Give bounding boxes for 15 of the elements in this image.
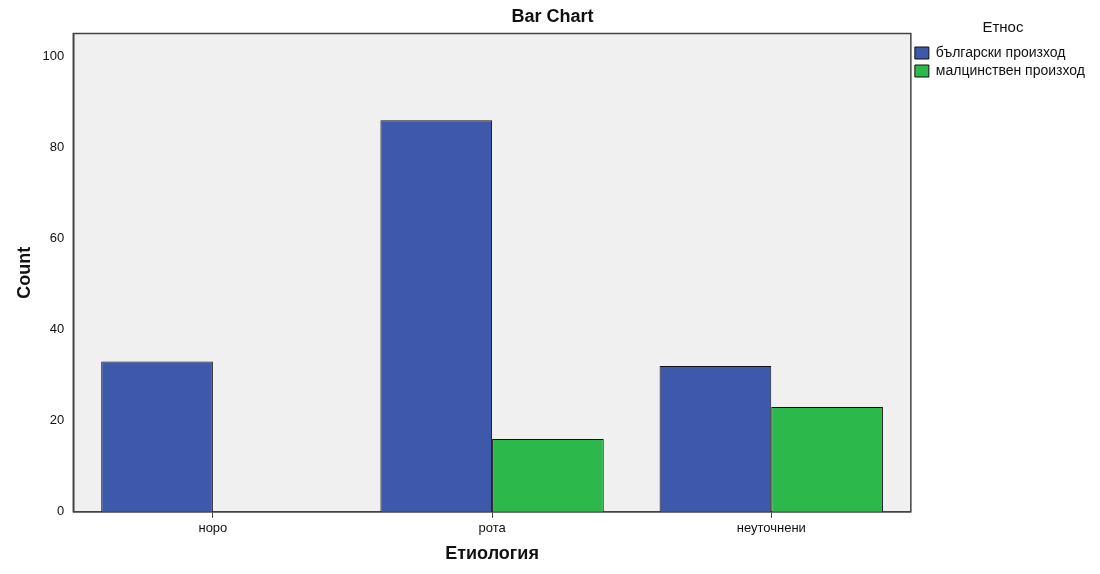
y-tick-label: 0 (57, 503, 65, 519)
legend-label: български произход (935, 43, 1066, 60)
legend-title: Етнос (982, 17, 1024, 35)
y-tick-label: 40 (49, 321, 65, 337)
x-tick-label: норо (198, 520, 228, 536)
y-tick-label: 20 (49, 412, 65, 428)
x-tick-label: рота (478, 520, 507, 536)
chart-title: Bar Chart (511, 5, 594, 26)
y-axis-title: Count (13, 246, 34, 299)
legend-label: малцинствен произход (935, 61, 1086, 78)
y-tick-label: 80 (49, 139, 65, 155)
x-tick-label: неуточнени (736, 520, 806, 536)
x-axis-title: Етиология (445, 543, 539, 564)
y-tick-label: 100 (42, 47, 65, 63)
y-tick-label: 60 (49, 230, 65, 246)
